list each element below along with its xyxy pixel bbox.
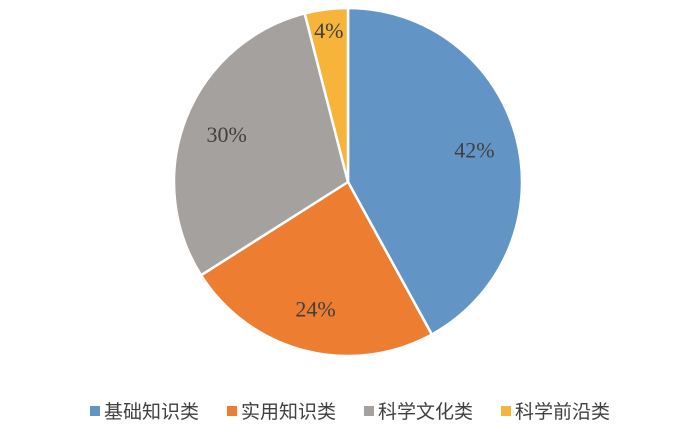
data-label: 4% <box>314 18 343 43</box>
legend-label: 科学前沿类 <box>515 401 610 423</box>
legend-label: 科学文化类 <box>378 401 473 423</box>
legend-label: 基础知识类 <box>104 401 199 423</box>
legend-swatch <box>364 406 374 416</box>
legend-swatch <box>226 406 237 416</box>
legend: 基础知识类 实用知识类 科学文化类 科学前沿类 <box>89 401 610 423</box>
legend-swatch <box>501 406 512 416</box>
data-label: 30% <box>207 122 247 147</box>
legend-swatch <box>89 406 100 416</box>
pie-slice <box>172 11 350 277</box>
pie-slice <box>346 6 524 337</box>
data-label: 24% <box>295 296 335 321</box>
pie-slice <box>303 6 350 183</box>
legend-label: 实用知识类 <box>241 401 336 423</box>
data-label: 42% <box>454 138 494 163</box>
pie-slice <box>199 180 434 358</box>
